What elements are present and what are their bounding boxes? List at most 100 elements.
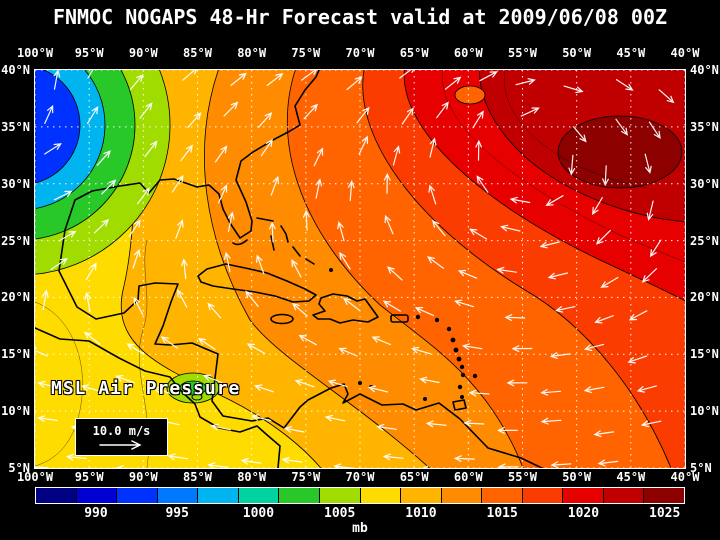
wind-arrow-icon bbox=[573, 126, 587, 143]
wind-arrow-icon bbox=[346, 76, 363, 91]
lon-tick-label: 65°W bbox=[399, 46, 429, 60]
wind-arrow-icon bbox=[139, 102, 153, 119]
wind-arrow-icon bbox=[302, 209, 310, 231]
wind-scale-value: 10.0 m/s bbox=[92, 423, 151, 438]
colorbar-segment bbox=[238, 488, 280, 503]
wind-arrow-icon bbox=[367, 385, 389, 393]
wind-arrow-icon bbox=[240, 457, 262, 465]
wind-arrow-icon bbox=[583, 386, 605, 393]
wind-arrow-icon bbox=[171, 174, 184, 193]
wind-arrow-icon bbox=[432, 219, 446, 237]
wind-arrow-icon bbox=[479, 71, 498, 82]
lon-tick-label: 90°W bbox=[128, 46, 158, 60]
wind-arrow-icon bbox=[592, 196, 603, 216]
wind-arrow-icon bbox=[554, 306, 576, 313]
wind-arrow-icon bbox=[658, 89, 675, 104]
lon-tick-label: 85°W bbox=[183, 470, 212, 484]
colorbar-tick: 1025 bbox=[649, 506, 681, 521]
wind-arrow-icon bbox=[80, 384, 102, 392]
wind-arrow-icon bbox=[550, 461, 572, 468]
wind-arrow-icon bbox=[468, 389, 490, 397]
wind-arrow-icon bbox=[646, 200, 654, 221]
wind-arrow-icon bbox=[496, 266, 517, 274]
wind-arrow-icon bbox=[425, 420, 447, 428]
wind-arrow-icon bbox=[615, 118, 629, 136]
wind-arrow-icon bbox=[230, 72, 247, 86]
colorbar-segment bbox=[482, 488, 523, 503]
wind-arrow-icon bbox=[628, 310, 648, 321]
colorbar-segment bbox=[279, 488, 320, 503]
lat-tick-label: 35°N bbox=[1, 119, 30, 134]
wind-arrow-icon bbox=[101, 179, 117, 195]
colorbar-segment bbox=[441, 488, 483, 503]
wind-arrow-icon bbox=[137, 187, 150, 205]
wind-arrow-icon bbox=[181, 258, 188, 280]
wind-arrow-icon bbox=[87, 70, 94, 79]
wind-arrow-icon bbox=[339, 251, 351, 270]
wind-arrow-icon bbox=[93, 218, 110, 234]
wind-arrow-icon bbox=[382, 300, 401, 312]
wind-arrow-icon bbox=[436, 101, 449, 119]
wind-arrow-icon bbox=[594, 315, 614, 324]
wind-arrow-icon bbox=[515, 78, 536, 86]
wind-arrow-icon bbox=[615, 79, 634, 91]
lat-tick-label: 10°N bbox=[1, 404, 30, 419]
lon-tick-label: 80°W bbox=[237, 470, 267, 484]
wind-arrow-icon bbox=[457, 269, 478, 279]
wind-arrow-icon bbox=[197, 338, 216, 350]
colorbar-tick-labels: 990 995 1000 1005 1010 1015 1020 1025 bbox=[35, 506, 685, 521]
colorbar-segment bbox=[198, 488, 239, 503]
wind-arrow-icon bbox=[258, 112, 273, 128]
wind-arrow-icon bbox=[347, 180, 355, 202]
lat-tick-label: 15°N bbox=[1, 347, 30, 362]
lon-tick-label: 100°W bbox=[16, 470, 54, 484]
wind-arrow-icon bbox=[547, 272, 569, 280]
wind-arrow-icon bbox=[540, 388, 562, 396]
lon-tick-label: 95°W bbox=[74, 470, 104, 484]
wind-vectors bbox=[35, 70, 675, 468]
wind-arrow-icon bbox=[539, 241, 560, 249]
wind-arrow-icon bbox=[42, 289, 49, 311]
lon-tick-label: 85°W bbox=[183, 46, 212, 60]
wind-arrow-icon bbox=[401, 107, 414, 125]
lon-tick-label: 40°W bbox=[670, 470, 700, 484]
lon-tick-label: 45°W bbox=[616, 470, 646, 484]
wind-arrow-icon bbox=[499, 224, 521, 232]
colorbar-tick: 1000 bbox=[242, 506, 275, 521]
wind-arrow-icon bbox=[37, 415, 58, 422]
lon-tick-label: 70°W bbox=[345, 46, 375, 60]
lat-tick-label: 10°N bbox=[690, 404, 719, 419]
wind-arrow-icon bbox=[649, 239, 662, 258]
lat-tick-label: 5°N bbox=[8, 461, 30, 475]
wind-arrow-icon bbox=[160, 336, 178, 349]
wind-arrow-icon bbox=[53, 70, 61, 90]
colorbar-tick: 990 bbox=[84, 506, 108, 521]
wind-arrow-icon bbox=[648, 121, 661, 140]
wind-scale-legend: 10.0 m/s bbox=[75, 418, 168, 456]
wind-arrow-icon bbox=[44, 104, 54, 124]
wind-arrow-icon bbox=[384, 214, 394, 235]
wind-arrow-icon bbox=[37, 380, 58, 388]
wind-arrow-icon bbox=[126, 343, 145, 355]
wind-arrow-icon bbox=[509, 196, 531, 204]
lat-tick-label: 40°N bbox=[1, 63, 30, 77]
wind-arrow-icon bbox=[327, 379, 348, 388]
wind-arrow-icon bbox=[152, 386, 173, 395]
lon-tick-label: 55°W bbox=[508, 46, 537, 60]
wind-arrow-icon bbox=[182, 70, 197, 81]
wind-arrow-icon bbox=[246, 343, 266, 354]
graticule-grid bbox=[35, 70, 685, 468]
wind-arrow-icon bbox=[461, 343, 483, 351]
wind-arrow-icon bbox=[50, 257, 68, 270]
wind-arrow-icon bbox=[453, 455, 475, 462]
wind-arrow-icon bbox=[283, 426, 305, 433]
wind-arrow-icon bbox=[294, 379, 315, 388]
wind-arrow-icon bbox=[356, 106, 370, 124]
wind-arrow-icon bbox=[84, 291, 92, 313]
wind-arrow-icon bbox=[429, 137, 437, 158]
wind-arrow-icon bbox=[636, 385, 657, 393]
wind-arrow-icon bbox=[187, 112, 202, 129]
wind-arrow-icon bbox=[476, 175, 489, 193]
chart-title: FNMOC NOGAPS 48-Hr Forecast valid at 200… bbox=[52, 5, 668, 29]
wind-arrow-icon bbox=[640, 420, 662, 428]
